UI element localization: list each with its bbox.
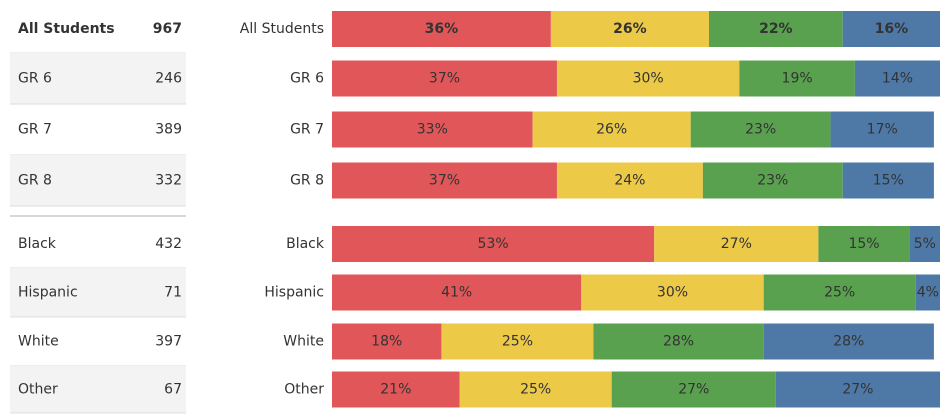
- data-label: 28%: [663, 334, 694, 350]
- y-tick-label: Hispanic: [264, 285, 324, 301]
- data-label: 15%: [848, 236, 879, 252]
- data-label: 16%: [875, 21, 909, 37]
- table-row-label: All Students: [18, 21, 115, 37]
- bar-segment: [702, 162, 843, 199]
- bar-segment: [332, 111, 533, 148]
- y-tick-label: GR 7: [290, 122, 324, 138]
- data-label: 4%: [917, 285, 939, 301]
- bar-segment: [842, 162, 934, 199]
- table-row-count: 967: [153, 21, 182, 37]
- data-label: 36%: [425, 21, 459, 37]
- bar-segment: [332, 274, 582, 311]
- bar-segment: [739, 60, 855, 97]
- y-tick-label: Other: [284, 382, 324, 398]
- table-row-count: 332: [155, 173, 182, 189]
- table-row-count: 71: [164, 285, 182, 301]
- data-label: 15%: [873, 173, 904, 189]
- bar-segment: [854, 60, 940, 97]
- table-row-bg: [10, 366, 186, 413]
- table-row-count: 389: [155, 122, 182, 138]
- data-label: 18%: [371, 334, 402, 350]
- data-label: 5%: [914, 236, 936, 252]
- y-tick-label: GR 8: [290, 173, 324, 189]
- bar-segment: [842, 11, 940, 47]
- bar-segment: [332, 60, 557, 97]
- data-label: 24%: [614, 173, 645, 189]
- data-label: 17%: [867, 122, 898, 138]
- bar-segment: [818, 226, 910, 262]
- table-row-label: Hispanic: [18, 285, 78, 301]
- data-label: 14%: [882, 71, 913, 87]
- data-label: 27%: [842, 382, 873, 398]
- bar-segment: [556, 60, 740, 97]
- table-row-count: 432: [155, 236, 182, 252]
- data-label: 37%: [429, 71, 460, 87]
- data-label: 25%: [502, 334, 533, 350]
- bar-segment: [690, 111, 831, 148]
- table-row-label: Black: [18, 236, 57, 252]
- data-label: 41%: [441, 285, 472, 301]
- bar-segment: [763, 323, 934, 360]
- table-row-label: Other: [18, 382, 58, 398]
- data-label: 33%: [417, 122, 448, 138]
- bar-segment: [708, 11, 843, 47]
- y-tick-label: All Students: [240, 21, 324, 37]
- y-tick-label: Black: [286, 236, 325, 252]
- data-label: 23%: [757, 173, 788, 189]
- bar-segment: [611, 371, 776, 408]
- table-row-label: White: [18, 334, 59, 350]
- table-row-label: GR 8: [18, 173, 52, 189]
- data-label: 19%: [782, 71, 813, 87]
- data-label: 30%: [633, 71, 664, 87]
- bar-segment: [763, 274, 916, 311]
- bar-segment: [332, 162, 557, 199]
- table-row-count: 246: [155, 71, 182, 87]
- table-row-label: GR 6: [18, 71, 52, 87]
- table-row-bg: [10, 268, 186, 317]
- bar-segment: [332, 371, 460, 408]
- bar-segment: [915, 274, 940, 311]
- data-label: 22%: [759, 21, 793, 37]
- data-label: 53%: [478, 236, 509, 252]
- data-label: 26%: [596, 122, 627, 138]
- data-label: 27%: [721, 236, 752, 252]
- bar-segment: [593, 323, 764, 360]
- y-tick-label: White: [283, 334, 324, 350]
- bar-segment: [441, 323, 594, 360]
- data-label: 25%: [520, 382, 551, 398]
- bar-segment: [909, 226, 940, 262]
- data-label: 21%: [380, 382, 411, 398]
- bar-segment: [459, 371, 612, 408]
- table-row-label: GR 7: [18, 122, 52, 138]
- data-label: 37%: [429, 173, 460, 189]
- y-tick-label: GR 6: [290, 71, 324, 87]
- table-row-bg: [10, 53, 186, 104]
- table-row-count: 67: [164, 382, 182, 398]
- bar-segment: [830, 111, 934, 148]
- bar-segment: [332, 323, 442, 360]
- data-label: 27%: [678, 382, 709, 398]
- bar-segment: [775, 371, 940, 408]
- bar-segment: [332, 11, 551, 47]
- table-row-bg: [10, 155, 186, 206]
- data-label: 30%: [657, 285, 688, 301]
- data-label: 28%: [833, 334, 864, 350]
- data-label: 26%: [613, 21, 647, 37]
- data-label: 23%: [745, 122, 776, 138]
- bar-segment: [556, 162, 703, 199]
- bar-segment: [654, 226, 819, 262]
- bar-segment: [581, 274, 764, 311]
- bar-segment: [332, 226, 655, 262]
- bar-segment: [550, 11, 709, 47]
- bar-segment: [532, 111, 691, 148]
- table-row-count: 397: [155, 334, 182, 350]
- data-label: 25%: [824, 285, 855, 301]
